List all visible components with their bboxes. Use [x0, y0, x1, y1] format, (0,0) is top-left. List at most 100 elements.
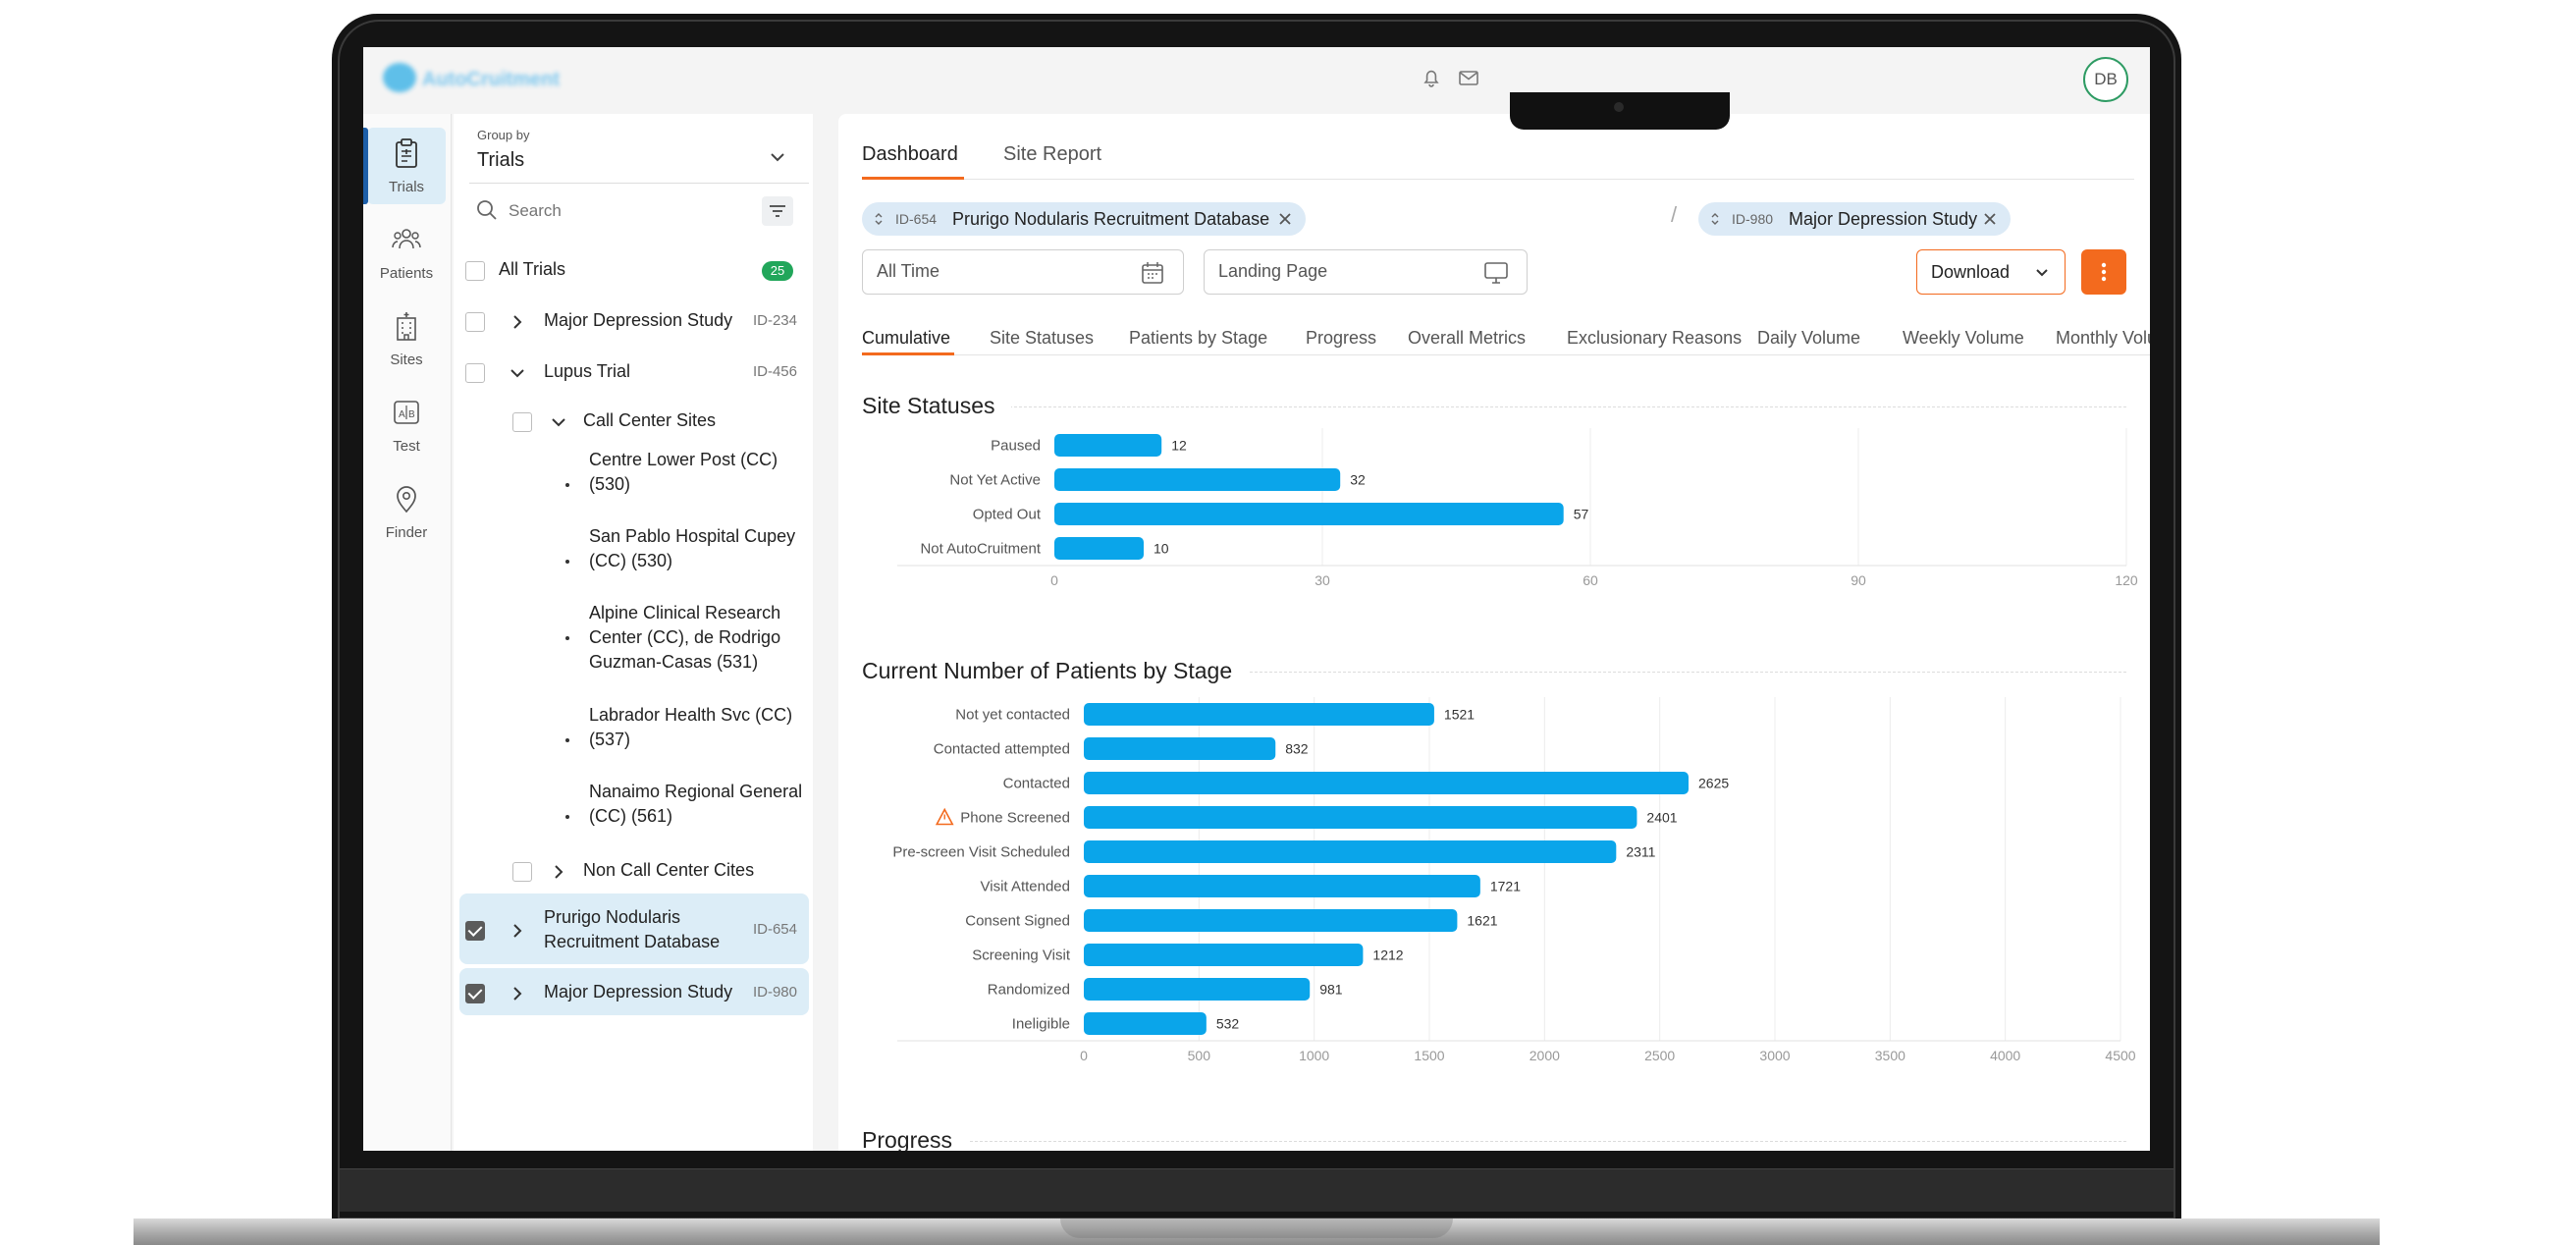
- trial-chip[interactable]: ID-654 Prurigo Nodularis Recruitment Dat…: [862, 202, 1306, 236]
- data-label: 1621: [1467, 913, 1497, 929]
- close-icon[interactable]: [1983, 212, 1997, 226]
- subtab-exclusionary-reasons[interactable]: Exclusionary Reasons: [1567, 328, 1743, 348]
- bar: [1084, 909, 1458, 932]
- warning-icon: [935, 807, 954, 826]
- subtab-cumulative[interactable]: Cumulative: [862, 328, 951, 348]
- bar: [1054, 468, 1341, 491]
- chevron-right-icon[interactable]: [550, 863, 567, 881]
- data-label: 532: [1216, 1016, 1240, 1032]
- data-label: 2311: [1626, 844, 1655, 860]
- trial-checkbox-checked[interactable]: [465, 984, 485, 1003]
- x-tick-label: 120: [2115, 572, 2138, 588]
- nav-item-patients[interactable]: Patients: [367, 214, 446, 291]
- chevron-down-icon[interactable]: [550, 413, 567, 431]
- section-divider: [862, 1141, 2126, 1142]
- chevron-right-icon[interactable]: [509, 313, 526, 331]
- x-tick-label: 30: [1315, 572, 1330, 588]
- close-icon[interactable]: [1278, 212, 1292, 226]
- landing-page-field[interactable]: [1204, 249, 1528, 295]
- laptop-hinge: [1060, 1218, 1453, 1238]
- chart-title: Site Statuses: [862, 393, 1011, 419]
- subtab-progress[interactable]: Progress: [1306, 328, 1377, 348]
- bar: [1054, 434, 1162, 457]
- category-label: Consent Signed: [965, 913, 1070, 930]
- trial-chip[interactable]: ID-980 Major Depression Study: [1698, 202, 2011, 236]
- site-label: Labrador Health Svc (CC) (537): [589, 705, 793, 749]
- group-by-select[interactable]: Trials: [477, 149, 525, 171]
- chevron-down-icon[interactable]: [766, 145, 789, 169]
- nav-item-finder[interactable]: Finder: [367, 473, 446, 550]
- mail-icon[interactable]: [1457, 66, 1480, 89]
- chevron-down-icon: [2036, 269, 2048, 277]
- subtab-overall-metrics[interactable]: Overall Metrics: [1408, 328, 1527, 348]
- trial-id: ID-234: [752, 312, 797, 329]
- map-pin-icon: [397, 486, 416, 514]
- building-icon: [397, 312, 416, 341]
- subtab-daily-volume[interactable]: Daily Volume: [1757, 328, 1861, 348]
- all-trials-label: All Trials: [499, 259, 566, 279]
- trial-id: ID-654: [752, 921, 797, 938]
- section-divider: [862, 406, 2126, 407]
- nav-rail: Trials Patients Sites A B: [363, 114, 452, 1151]
- trial-checkbox[interactable]: [465, 312, 485, 332]
- patients-by-stage-chart: 0 500 1000 1500 2000 2500 3000 3500 4000 4500 Not …: [892, 697, 2136, 1063]
- landing-page-input[interactable]: [1218, 261, 1454, 282]
- divider: [862, 179, 2134, 180]
- bar: [1084, 875, 1480, 897]
- app-logo[interactable]: AutoCruitment: [383, 63, 579, 92]
- filter-button[interactable]: [762, 196, 793, 226]
- download-button[interactable]: Download: [1916, 249, 2066, 295]
- x-tick-label: 4500: [2105, 1048, 2135, 1063]
- category-label: Contacted attempted: [934, 741, 1070, 758]
- category-label: Contacted: [1003, 776, 1070, 792]
- site-label: San Pablo Hospital Cupey (CC) (530): [589, 526, 796, 570]
- bar: [1084, 703, 1434, 726]
- subtab-weekly-volume[interactable]: Weekly Volume: [1903, 328, 2024, 348]
- trials-panel: Group by Trials All Trials 25 Major Depr…: [454, 114, 813, 1151]
- date-range-field[interactable]: [862, 249, 1184, 295]
- more-options-button[interactable]: [2081, 249, 2126, 295]
- site-group-checkbox[interactable]: [512, 412, 532, 432]
- subtab-monthly-volume[interactable]: Monthly Volum: [2056, 328, 2150, 348]
- active-subtab-indicator: [862, 352, 954, 355]
- chip-separator: /: [1671, 202, 1678, 227]
- site-label: Nanaimo Regional General (CC) (561): [589, 782, 803, 826]
- divider: [469, 183, 809, 184]
- logo-mark: [383, 63, 416, 92]
- bell-icon[interactable]: [1420, 66, 1443, 89]
- avatar[interactable]: DB: [2083, 57, 2128, 102]
- data-label: 57: [1574, 507, 1589, 522]
- x-tick-label: 2000: [1530, 1048, 1560, 1063]
- chevron-right-icon[interactable]: [509, 985, 526, 1002]
- trial-checkbox-checked[interactable]: [465, 921, 485, 941]
- laptop-chin: [340, 1168, 2174, 1212]
- app-header: AutoCruitment DB: [363, 47, 2150, 106]
- x-tick-label: 4000: [1990, 1048, 2020, 1063]
- all-trials-checkbox[interactable]: [465, 261, 485, 281]
- subtab-site-statuses[interactable]: Site Statuses: [990, 328, 1095, 348]
- calendar-icon[interactable]: [1140, 260, 1165, 286]
- x-tick-label: 3000: [1759, 1048, 1790, 1063]
- nav-item-sites[interactable]: Sites: [367, 300, 446, 377]
- bar: [1084, 772, 1689, 794]
- trial-checkbox[interactable]: [465, 363, 485, 383]
- monitor-icon[interactable]: [1483, 260, 1509, 286]
- nav-item-trials[interactable]: Trials: [363, 128, 446, 204]
- tab-dashboard[interactable]: Dashboard: [862, 143, 958, 165]
- chevron-down-icon[interactable]: [509, 364, 526, 382]
- tab-site-report[interactable]: Site Report: [1003, 143, 1102, 165]
- site-group-label: Non Call Center Cites: [583, 860, 755, 880]
- data-label: 2401: [1646, 810, 1677, 826]
- date-range-input[interactable]: [877, 261, 1112, 282]
- kebab-icon: [2101, 262, 2107, 282]
- site-group-checkbox[interactable]: [512, 862, 532, 882]
- category-label: Screening Visit: [972, 947, 1071, 964]
- count-badge: 25: [762, 261, 793, 281]
- subtab-patients-by-stage[interactable]: Patients by Stage: [1129, 328, 1268, 348]
- ab-test-icon: A B: [394, 401, 419, 424]
- nav-item-test[interactable]: A B Test: [367, 387, 446, 463]
- chevron-right-icon[interactable]: [509, 922, 526, 940]
- x-tick-label: 3500: [1875, 1048, 1905, 1063]
- search-input[interactable]: [509, 198, 734, 224]
- trial-label: Lupus Trial: [544, 361, 631, 381]
